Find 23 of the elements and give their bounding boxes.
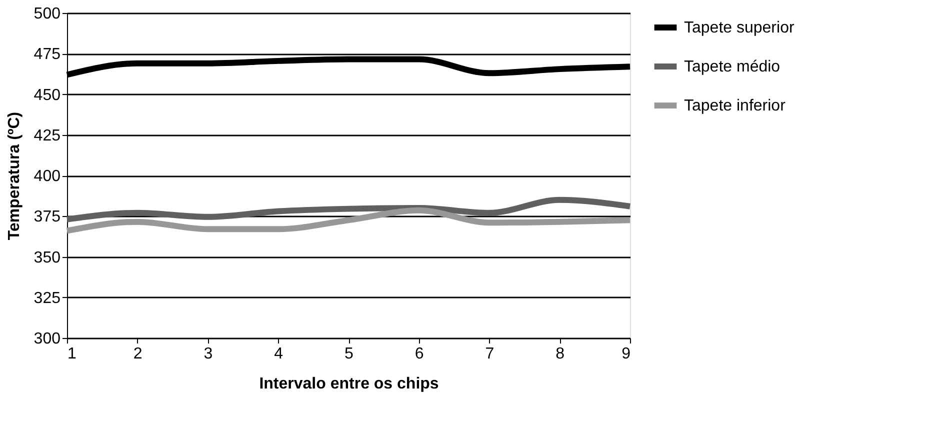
x-tick-label: 7: [485, 346, 494, 362]
y-tick-label: 425: [34, 127, 61, 144]
x-tick-label: 1: [68, 346, 76, 362]
y-tick-label: 350: [34, 249, 61, 266]
legend-label: Tapete médio: [684, 58, 780, 76]
x-axis-title: Intervalo entre os chips: [259, 376, 439, 392]
y-axis-title: Temperatura (ºC): [6, 112, 23, 240]
x-tick-label: 6: [414, 346, 424, 362]
y-tick-label: 375: [34, 208, 61, 226]
legend-label: Tapete superior: [684, 20, 795, 36]
x-tick-label: 8: [556, 346, 565, 362]
x-tick-label: 2: [133, 346, 142, 362]
x-tick-label: 9: [622, 346, 631, 362]
y-tick-label: 325: [34, 290, 61, 307]
x-tick-label: 4: [274, 346, 284, 362]
x-tick-label: 3: [204, 346, 213, 362]
y-tick-label: 300: [34, 330, 61, 348]
y-tick-label: 475: [34, 46, 61, 64]
y-tick-label: 400: [34, 168, 61, 185]
x-tick-label: 5: [344, 346, 354, 362]
y-tick-label: 450: [34, 86, 61, 104]
legend-label: Tapete inferior: [684, 98, 786, 114]
y-tick-label: 500: [34, 6, 61, 22]
